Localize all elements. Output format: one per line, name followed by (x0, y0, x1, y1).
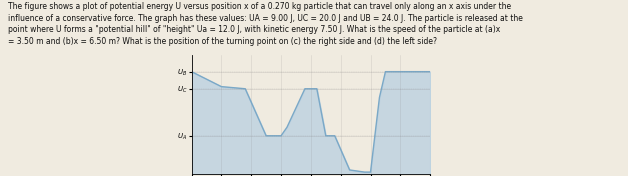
Text: The figure shows a plot of potential energy U versus position x of a 0.270 kg pa: The figure shows a plot of potential ene… (8, 2, 523, 46)
